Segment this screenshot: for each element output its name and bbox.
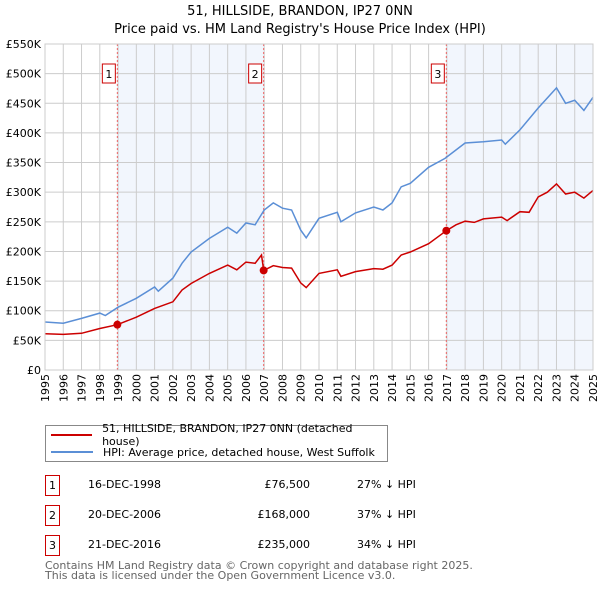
y-tick-label: £150K <box>6 275 42 288</box>
x-tick-label: 2014 <box>386 374 399 402</box>
sale-hpi-diff: 34% ↓ HPI <box>357 538 416 551</box>
x-tick-label: 1999 <box>112 374 125 402</box>
x-tick-label: 2017 <box>441 374 454 402</box>
y-tick-label: £100K <box>6 305 42 318</box>
sale-point <box>113 320 122 329</box>
x-tick-label: 2004 <box>203 374 216 402</box>
sale-price: £235,000 <box>257 538 311 551</box>
footer-copyright: Contains HM Land Registry data © Crown c… <box>45 559 473 572</box>
x-tick-label: 2016 <box>423 374 436 402</box>
table-row: 2 20-DEC-2006 £168,000 37% ↓ HPI <box>45 505 445 526</box>
x-tick-label: 2006 <box>240 374 253 402</box>
legend-swatch-blue <box>51 451 93 453</box>
x-tick-label: 2005 <box>222 374 235 402</box>
sale-label-box <box>101 63 116 84</box>
legend-swatch-red <box>51 434 93 436</box>
footer: Contains HM Land Registry data © Crown c… <box>45 559 473 582</box>
x-tick-label: 2021 <box>514 374 527 402</box>
table-row: 1 16-DEC-1998 £76,500 27% ↓ HPI <box>45 475 445 496</box>
y-tick-label: £250K <box>6 216 42 229</box>
chart-title: 51, HILLSIDE, BRANDON, IP27 0NN <box>187 4 413 19</box>
sale-price: £168,000 <box>257 508 311 521</box>
legend-label: HPI: Average price, detached house, West… <box>103 445 375 459</box>
x-tick-label: 2001 <box>149 374 162 402</box>
property-price-line <box>44 182 594 336</box>
sale-marker-badge: 2 <box>45 505 60 526</box>
sale-label: 3 <box>434 68 441 81</box>
sale-hpi-diff: 37% ↓ HPI <box>357 508 416 521</box>
sale-date: 16-DEC-1998 <box>88 478 162 491</box>
y-tick-label: £50K <box>13 334 42 347</box>
hpi-line <box>44 86 594 324</box>
legend-label: 51, HILLSIDE, BRANDON, IP27 0NN (detache… <box>102 422 353 448</box>
x-tick-label: 2003 <box>185 374 198 402</box>
sale-label-box <box>248 63 263 84</box>
legend-item-property: 51, HILLSIDE, BRANDON, IP27 0NN (detache… <box>46 422 387 448</box>
x-tick-label: 2015 <box>404 374 417 402</box>
x-tick-label: 2023 <box>550 374 563 402</box>
price-chart: 1995 1996 1997 1998 1999 2000 2001 2002 2003 2004… <box>6 38 600 402</box>
x-tick-label: 2024 <box>569 374 582 402</box>
x-tick-label: 2009 <box>295 374 308 402</box>
y-tick-label: £550K <box>6 38 42 51</box>
x-tick-label: 1995 <box>39 374 52 402</box>
x-tick-label: 2011 <box>331 374 344 402</box>
sale-hpi-diff: 27% ↓ HPI <box>357 478 416 491</box>
x-tick-label: 2012 <box>350 374 363 402</box>
sale-price: £76,500 <box>264 478 311 491</box>
sale-date: 21-DEC-2016 <box>88 538 162 551</box>
x-tick-label: 2010 <box>313 374 326 402</box>
x-tick-label: 1996 <box>57 374 70 402</box>
legend-item-hpi: HPI: Average price, detached house, West… <box>46 444 375 460</box>
x-tick-label: 2008 <box>276 374 289 402</box>
y-tick-label: £300K <box>6 186 42 199</box>
x-tick-label: 2018 <box>459 374 472 402</box>
shaded-range <box>117 44 264 370</box>
legend: 51, HILLSIDE, BRANDON, IP27 0NN (detache… <box>45 422 388 462</box>
footer-license: This data is licensed under the Open Gov… <box>45 569 396 582</box>
x-tick-label: 2025 <box>587 374 600 402</box>
y-tick-label: £450K <box>6 97 42 110</box>
x-tick-label: 1997 <box>76 374 89 402</box>
y-tick-label: £500K <box>6 68 42 81</box>
x-tick-label: 2000 <box>130 374 143 402</box>
x-tick-label: 2019 <box>477 374 490 402</box>
y-tick-label: £200K <box>6 245 42 258</box>
y-tick-label: £0 <box>27 364 41 377</box>
x-tick-label: 2007 <box>258 374 271 402</box>
chart-subtitle: Price paid vs. HM Land Registry's House … <box>114 22 486 37</box>
x-tick-label: 2002 <box>167 374 180 402</box>
y-tick-label: £400K <box>6 127 42 140</box>
sale-point <box>259 266 268 275</box>
sale-date: 20-DEC-2006 <box>88 508 162 521</box>
x-tick-label: 2020 <box>496 374 509 402</box>
x-tick-label: 2013 <box>368 374 381 402</box>
x-tick-label: 2022 <box>532 374 545 402</box>
sale-label-box <box>430 63 445 84</box>
table-row: 3 21-DEC-2016 £235,000 34% ↓ HPI <box>45 535 445 556</box>
y-tick-label: £350K <box>6 157 42 170</box>
sale-point <box>442 226 451 235</box>
x-tick-label: 1998 <box>94 374 107 402</box>
plot-border <box>44 43 594 371</box>
sale-marker-badge: 3 <box>45 535 60 556</box>
sale-marker-badge: 1 <box>45 475 60 496</box>
sale-label: 2 <box>252 68 259 81</box>
sale-label: 1 <box>105 68 112 81</box>
